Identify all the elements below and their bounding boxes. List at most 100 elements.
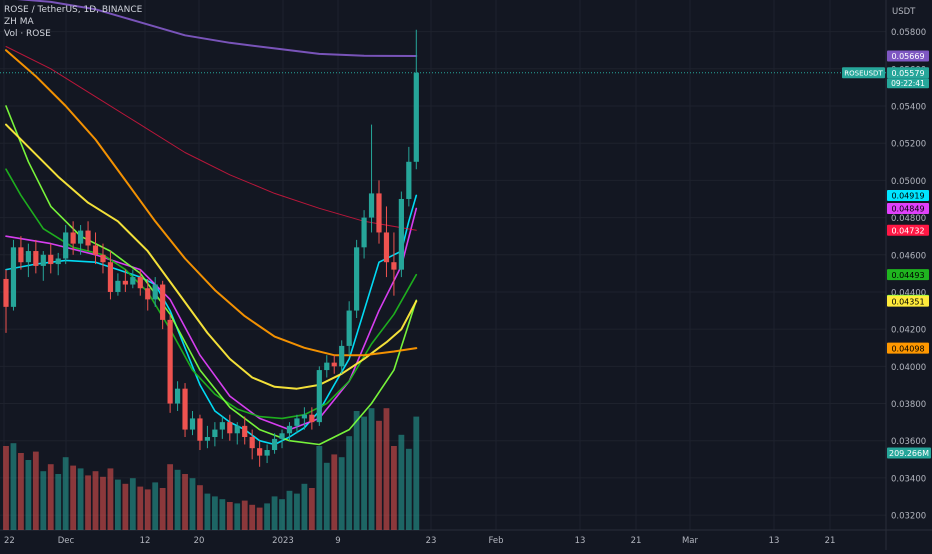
x-tick-label: Mar: [682, 536, 699, 546]
volume-bar: [189, 478, 196, 530]
x-tick-label: Feb: [488, 536, 503, 546]
volume-bar: [361, 416, 367, 530]
indicator-volume[interactable]: Vol · ROSE: [4, 29, 51, 39]
volume-bar: [159, 488, 166, 530]
moving-average-line: [5, 123, 418, 390]
volume-bar: [92, 471, 99, 530]
y-tick-label: 0.04200: [891, 326, 926, 336]
candle-body: [85, 230, 91, 246]
candle-body: [70, 232, 76, 244]
volume-bar: [413, 416, 420, 530]
x-tick-label: 20: [194, 536, 205, 546]
candle-body: [145, 288, 151, 300]
candle-body: [25, 251, 31, 263]
countdown-box: [887, 78, 929, 89]
candle-body: [63, 232, 69, 259]
x-tick-label: 2023: [272, 536, 294, 546]
candle-body: [107, 262, 114, 292]
candle-body: [3, 278, 9, 307]
x-tick-label: 9: [335, 536, 340, 546]
candle-body: [212, 429, 218, 438]
candle-body: [160, 284, 166, 320]
price-label: 0.05669: [891, 52, 924, 61]
volume-bar: [3, 446, 9, 530]
volume-bar: [32, 451, 39, 530]
volume-bar: [353, 411, 360, 530]
candle-body: [55, 258, 61, 265]
volume-bar: [405, 448, 412, 530]
price-label-box: [887, 342, 929, 354]
x-tick-label: 13: [769, 536, 780, 546]
candle-body: [257, 448, 263, 456]
volume-bar: [368, 408, 375, 530]
volume-bar: [219, 499, 226, 530]
volume-bar: [144, 489, 151, 530]
candle-body: [346, 310, 352, 346]
candle-body: [249, 437, 255, 449]
volume-bar: [107, 468, 114, 530]
y-tick-label: 0.03600: [891, 437, 926, 447]
candle-body: [271, 438, 278, 451]
y-tick-label: 0.03400: [891, 474, 926, 484]
candle-body: [137, 277, 143, 289]
volume-bar: [346, 436, 353, 530]
candle-body: [316, 370, 322, 423]
volume-bar: [152, 482, 159, 530]
price-label-box: [887, 202, 929, 214]
volume-bar: [100, 476, 106, 530]
volume-label-box: [887, 447, 931, 459]
x-tick-label: 12: [140, 536, 151, 546]
candle-body: [40, 254, 46, 266]
volume-bar: [294, 493, 300, 530]
candle-body: [48, 254, 54, 265]
volume-bar: [47, 464, 54, 530]
volume-bar: [182, 474, 188, 530]
volume-bar: [308, 488, 315, 530]
candle-body: [167, 319, 173, 404]
candle-body: [100, 254, 106, 263]
candle-body: [413, 72, 419, 162]
price-label: 0.04919: [891, 192, 924, 201]
x-tick-label: 23: [426, 536, 437, 546]
volume-bar: [249, 504, 256, 530]
candle-body: [398, 198, 404, 270]
price-label: 0.04098: [891, 344, 924, 353]
candle-body: [286, 425, 293, 434]
candle-body: [361, 217, 367, 248]
candle-body: [264, 450, 270, 456]
y-tick-label: 0.05400: [891, 103, 926, 113]
candle-body: [10, 247, 17, 307]
volume-bar: [256, 507, 263, 530]
volume-bar: [316, 446, 323, 530]
price-label: 0.04732: [891, 226, 924, 235]
volume-bar: [264, 503, 270, 530]
chart-legend: ROSE / TetherUS, 1D, BINANCE ZH MA Vol ·…: [4, 4, 142, 40]
volume-bar: [62, 457, 69, 530]
candle-body: [204, 437, 211, 441]
volume-bar: [137, 486, 144, 530]
volume-bar: [271, 496, 278, 530]
candle-body: [383, 232, 390, 263]
volume-bar: [167, 464, 174, 530]
volume-bar: [204, 493, 211, 530]
moving-average-line: [5, 49, 418, 357]
volume-bar: [286, 490, 293, 530]
volume-bar: [241, 500, 248, 530]
y-tick-label: 0.05000: [891, 177, 926, 187]
candle-body: [368, 193, 375, 218]
y-tick-label: 0.04600: [891, 251, 926, 261]
candle-body: [152, 284, 158, 300]
indicator-zh-ma[interactable]: ZH MA: [4, 17, 34, 27]
volume-bar: [174, 469, 181, 530]
candle-body: [122, 280, 128, 285]
volume-bar: [301, 483, 308, 530]
volume-bar: [211, 496, 218, 530]
candle-body: [234, 425, 240, 434]
chart-title[interactable]: ROSE / TetherUS, 1D, BINANCE: [4, 5, 143, 15]
candle-body: [227, 422, 233, 434]
volume-bar: [331, 454, 338, 530]
price-label-box: [887, 224, 929, 236]
